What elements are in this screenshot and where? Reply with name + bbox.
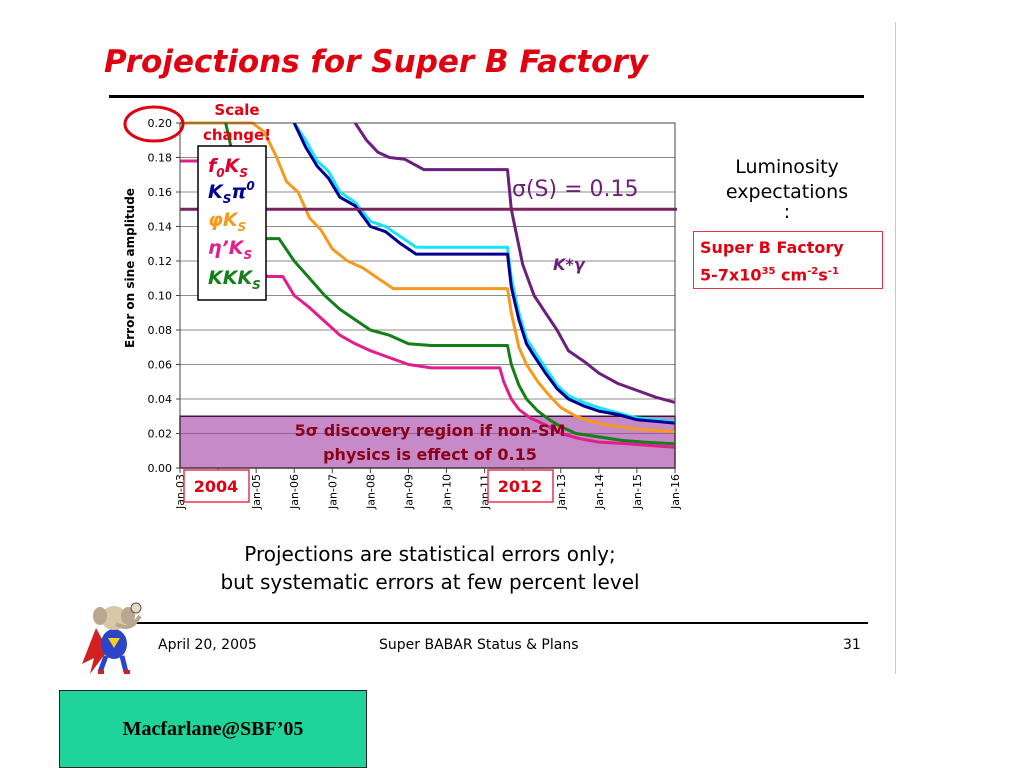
y-tick-label: 0.18: [148, 152, 173, 165]
x-tick-label: Jan-07: [326, 474, 339, 510]
projection-note: Projections are statistical errors only;…: [180, 540, 680, 596]
slide-title: Projections for Super B Factory: [104, 44, 648, 80]
slide-border-line: [895, 22, 896, 674]
scale-change-label-1: Scale: [214, 101, 259, 119]
x-tick-label: Jan-06: [288, 474, 301, 510]
x-tick-label: Jan-09: [402, 474, 415, 510]
series-line: [180, 121, 676, 434]
footer-line: [118, 622, 868, 624]
kstar-gamma-label: K*γ: [553, 255, 586, 274]
y-tick-label: 0.10: [148, 290, 173, 303]
footer-date: April 20, 2005: [158, 637, 257, 653]
projection-note-line: but systematic errors at few percent lev…: [220, 570, 640, 594]
x-tick-label: Jan-05: [250, 474, 263, 510]
projection-note-line: Projections are statistical errors only;: [244, 542, 616, 566]
credit-box: Macfarlane@SBF’05: [59, 690, 367, 768]
legend-entry: f0​KS: [208, 155, 248, 180]
year-box-2012: [487, 469, 554, 503]
y-axis-label: Error on sine amplitude: [123, 188, 137, 348]
y-tick-label: 0.16: [148, 186, 173, 199]
y-tick-label: 0.02: [148, 428, 173, 441]
luminosity-label-line: expectations: [725, 181, 849, 203]
y-tick-label: 0.00: [148, 462, 173, 475]
footer-title: Super BABAR Status & Plans: [379, 637, 579, 653]
series-line: [292, 122, 676, 423]
luminosity-label: Luminosity expectations :: [705, 155, 869, 223]
y-axis-ticks: 0.00 0.02 0.04 0.06 0.08 0.10 0.12 0.14 0.16 0.18…: [148, 117, 180, 475]
x-tick-label: Jan-16: [669, 474, 682, 510]
x-tick-label: Jan-15: [631, 474, 644, 510]
scale-change-label-2: change!: [203, 126, 271, 144]
x-tick-label: Jan-10: [441, 474, 454, 510]
x-axis-ticks: Jan-03JanJan-05Jan-06Jan-07Jan-08Jan-09J…: [174, 468, 682, 510]
x-tick-label: Jan-13: [555, 474, 568, 510]
y-tick-label: 0.14: [148, 221, 173, 234]
discovery-region-label-1: 5σ discovery region if non-SM: [295, 421, 566, 440]
year-box-2004: [183, 469, 250, 503]
legend-entry: KS​π0: [208, 179, 255, 206]
y-tick-label: 0.08: [148, 324, 173, 337]
year-box-2004-label: 2004: [194, 477, 239, 496]
year-box-2012-label: 2012: [498, 477, 543, 496]
scale-change-circle: [123, 105, 185, 143]
sigma-line-label: σ(S) = 0.15: [512, 177, 638, 202]
legend-box: [197, 145, 267, 301]
legend-entry: KKKS: [208, 267, 261, 292]
luminosity-box-line2: 5-7x1035 cm-2s-1: [700, 265, 839, 285]
legend-entry: φKS: [208, 209, 246, 234]
luminosity-label-line: Luminosity: [735, 156, 839, 178]
series-layer: [180, 121, 676, 449]
projection-chart: 0.00 0.02 0.04 0.06 0.08 0.10 0.12 0.14 0.16 0.18…: [123, 101, 682, 510]
series-line: [224, 122, 676, 446]
y-tick-label: 0.04: [148, 393, 173, 406]
luminosity-box: Super B Factory 5-7x1035 cm-2s-1: [693, 231, 883, 289]
y-tick-label: 0.06: [148, 359, 173, 372]
luminosity-box-line1: Super B Factory: [700, 238, 844, 257]
y-tick-label: 0.12: [148, 255, 173, 268]
series-line: [353, 122, 676, 404]
x-tick-label: Jan-08: [364, 474, 377, 510]
title-underline: [109, 95, 864, 98]
footer-page-number: 31: [843, 637, 861, 653]
luminosity-label-line: :: [783, 201, 791, 223]
discovery-region-label-2: physics is effect of 0.15: [323, 445, 537, 464]
series-line: [292, 122, 676, 425]
y-tick-label: 0.20: [148, 117, 173, 130]
x-tick-label: Jan-14: [593, 474, 606, 510]
legend-entry: η’KS: [208, 237, 252, 262]
superman-bumblebee-mascot-icon: [82, 602, 142, 674]
